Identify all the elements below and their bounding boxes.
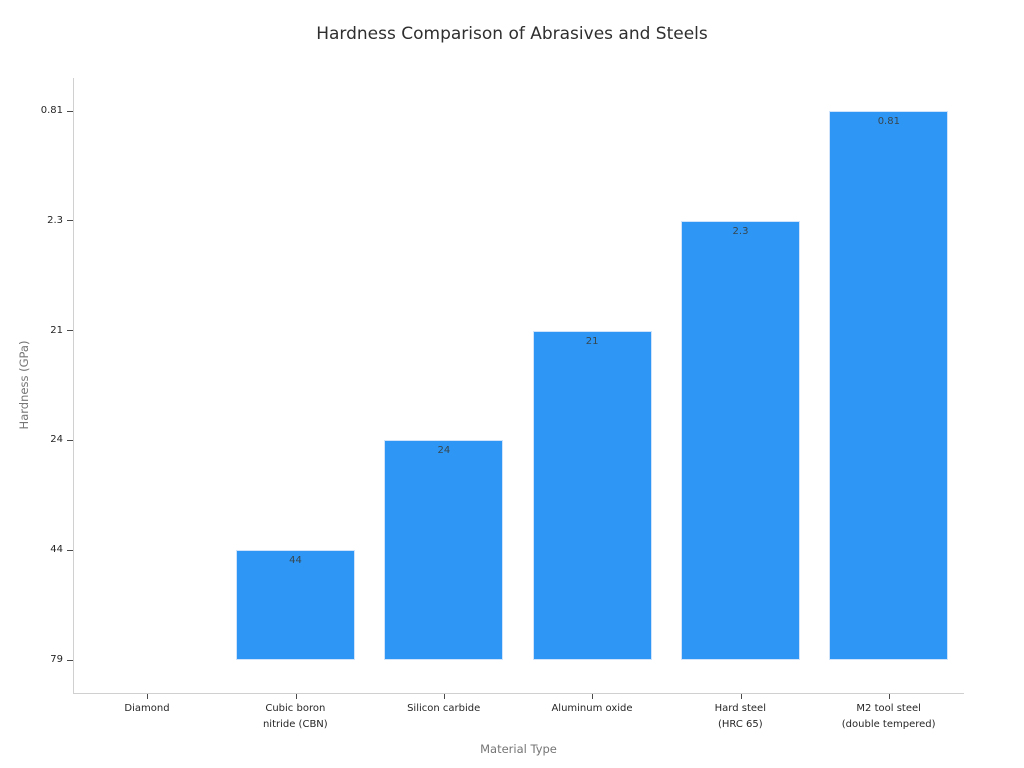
x-tick-label: Hard steel (HRC 65)	[714, 703, 766, 730]
bar: 24	[384, 440, 504, 660]
x-axis-title: Material Type	[480, 742, 557, 756]
bar-value-label: 21	[585, 335, 599, 347]
x-tick-mark	[592, 694, 594, 699]
bar: 21	[532, 330, 652, 660]
bar-value-label: 24	[437, 445, 451, 457]
y-tick-label: 2.3	[47, 214, 63, 226]
y-tick-mark	[67, 549, 73, 551]
y-tick-mark	[67, 110, 73, 112]
y-tick-label: 24	[50, 434, 63, 446]
y-tick-label: 21	[50, 324, 63, 336]
x-tick-label: M2 tool steel (double tempered)	[841, 703, 936, 730]
y-axis-title: Hardness (GPa)	[17, 340, 31, 430]
bar: 44	[236, 550, 355, 660]
y-tick-mark	[67, 659, 73, 661]
x-tick-label: Cubic boron nitride (CBN)	[262, 703, 328, 730]
x-tick-label: Silicon carbide	[407, 703, 481, 714]
x-tick-mark	[295, 694, 297, 699]
bar-value-label: 0.81	[877, 116, 900, 127]
y-tick-label: 0.81	[40, 105, 63, 116]
y-tick-label: 44	[50, 544, 63, 556]
y-tick-label: 79	[50, 654, 63, 665]
y-tick-mark	[67, 220, 73, 222]
chart-title: Hardness Comparison of Abrasives and Ste…	[316, 24, 708, 44]
x-tick-label: Aluminum oxide	[551, 703, 633, 714]
bar: 0.81	[829, 111, 949, 660]
bar-value-label: 2.3	[732, 225, 749, 237]
y-axis-spine	[73, 78, 74, 693]
y-tick-mark	[67, 439, 73, 441]
bar-value-label: 44	[289, 555, 302, 567]
x-tick-mark	[888, 694, 890, 699]
x-tick-mark	[147, 694, 149, 699]
x-tick-label: Diamond	[124, 703, 170, 714]
x-tick-mark	[740, 694, 742, 699]
x-axis-spine	[73, 693, 964, 694]
x-tick-mark	[443, 694, 445, 699]
y-tick-mark	[67, 330, 73, 332]
bar: 2.3	[681, 220, 800, 660]
